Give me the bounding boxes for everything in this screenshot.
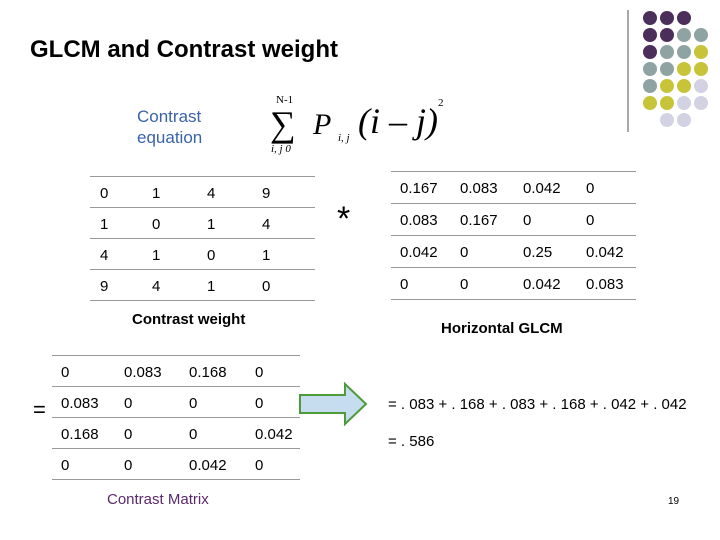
- table-cell: 0: [100, 184, 109, 202]
- table-cell: 0.083: [586, 276, 624, 293]
- table-rule: [52, 417, 300, 418]
- table-cell: 0.083: [61, 394, 99, 412]
- table-cell: 0.042: [523, 276, 561, 293]
- table-rule: [391, 235, 636, 236]
- table-cell: 0.25: [523, 244, 553, 261]
- table-cell: 0: [189, 394, 198, 412]
- table-cell: 9: [100, 277, 109, 295]
- table-cell: 1: [100, 215, 109, 233]
- table-rule: [391, 299, 636, 300]
- slide-title: GLCM and Contrast weight: [30, 36, 338, 63]
- sum-expression: = . 083 + . 168 + . 083 + . 168 + . 042 …: [388, 396, 687, 413]
- table-cell: 0.042: [189, 456, 227, 474]
- table-cell: 0: [460, 276, 469, 293]
- sum-total: = . 586: [388, 433, 435, 450]
- table-cell: 0.042: [400, 244, 438, 261]
- table-cell: 0: [255, 363, 264, 381]
- table-cell: 0: [523, 212, 532, 229]
- table-cell: 0.042: [523, 180, 561, 197]
- table-cell: 0.042: [255, 425, 293, 443]
- sum-sign: ∑: [270, 104, 296, 144]
- table-caption: Horizontal GLCM: [441, 320, 563, 337]
- table-cell: 0.167: [400, 180, 438, 197]
- table-cell: 0: [152, 215, 161, 233]
- multiply-sign: *: [337, 200, 351, 238]
- table-cell: 0: [586, 180, 595, 197]
- table-cell: 0: [189, 425, 198, 443]
- table-caption: Contrast Matrix: [107, 491, 209, 508]
- arrow: [299, 381, 368, 427]
- table-cell: 0: [586, 212, 595, 229]
- table-rule: [90, 207, 315, 208]
- table-cell: 4: [207, 184, 216, 202]
- sum-upper: N-1: [276, 94, 294, 106]
- table-cell: 0.083: [124, 363, 162, 381]
- table-cell: 0: [124, 394, 133, 412]
- table-cell: 4: [100, 246, 109, 264]
- table-rule: [90, 238, 315, 239]
- table-cell: 1: [152, 184, 161, 202]
- table-cell: 0: [207, 246, 216, 264]
- table-cell: 0: [255, 456, 264, 474]
- equals-sign: =: [33, 397, 46, 422]
- table-rule: [52, 386, 300, 387]
- sum-lower: i, j 0: [271, 143, 291, 155]
- page-number: 19: [668, 496, 680, 507]
- table-rule: [52, 448, 300, 449]
- table-cell: 4: [152, 277, 161, 295]
- table-cell: 0.083: [400, 212, 438, 229]
- table-rule: [52, 479, 300, 480]
- dot-grid: [643, 11, 708, 127]
- table-cell: 9: [262, 184, 271, 202]
- table-cell: 0.042: [586, 244, 624, 261]
- table-caption: Contrast weight: [132, 311, 246, 328]
- term: (i – j): [358, 101, 438, 141]
- table-rule: [391, 267, 636, 268]
- table-cell: 0: [124, 456, 133, 474]
- table-cell: 0.083: [460, 180, 498, 197]
- table-cell: 0: [255, 394, 264, 412]
- table-rule: [90, 269, 315, 270]
- table-cell: 0: [124, 425, 133, 443]
- table-rule: [90, 176, 315, 177]
- table-cell: 0: [400, 276, 409, 293]
- table-rule: [52, 355, 300, 356]
- equation-label: Contrast equation: [137, 107, 203, 147]
- table-cell: 1: [262, 246, 271, 264]
- table-cell: 1: [152, 246, 161, 264]
- table-cell: 1: [207, 215, 216, 233]
- table-cell: 0: [61, 456, 70, 474]
- table-cell: 0: [61, 363, 70, 381]
- p-symbol: P: [313, 108, 332, 141]
- table-cell: 0.167: [460, 212, 498, 229]
- table-cell: 0: [262, 277, 271, 295]
- table-rule: [90, 300, 315, 301]
- table-rule: [391, 203, 636, 204]
- table-cell: 0.168: [189, 363, 227, 381]
- table-cell: 0.168: [61, 425, 99, 443]
- exponent: 2: [438, 97, 444, 109]
- table-cell: 1: [207, 277, 216, 295]
- p-subscript: i, j: [338, 132, 350, 144]
- table-rule: [391, 171, 636, 172]
- table-cell: 0: [460, 244, 469, 261]
- table-cell: 4: [262, 215, 271, 233]
